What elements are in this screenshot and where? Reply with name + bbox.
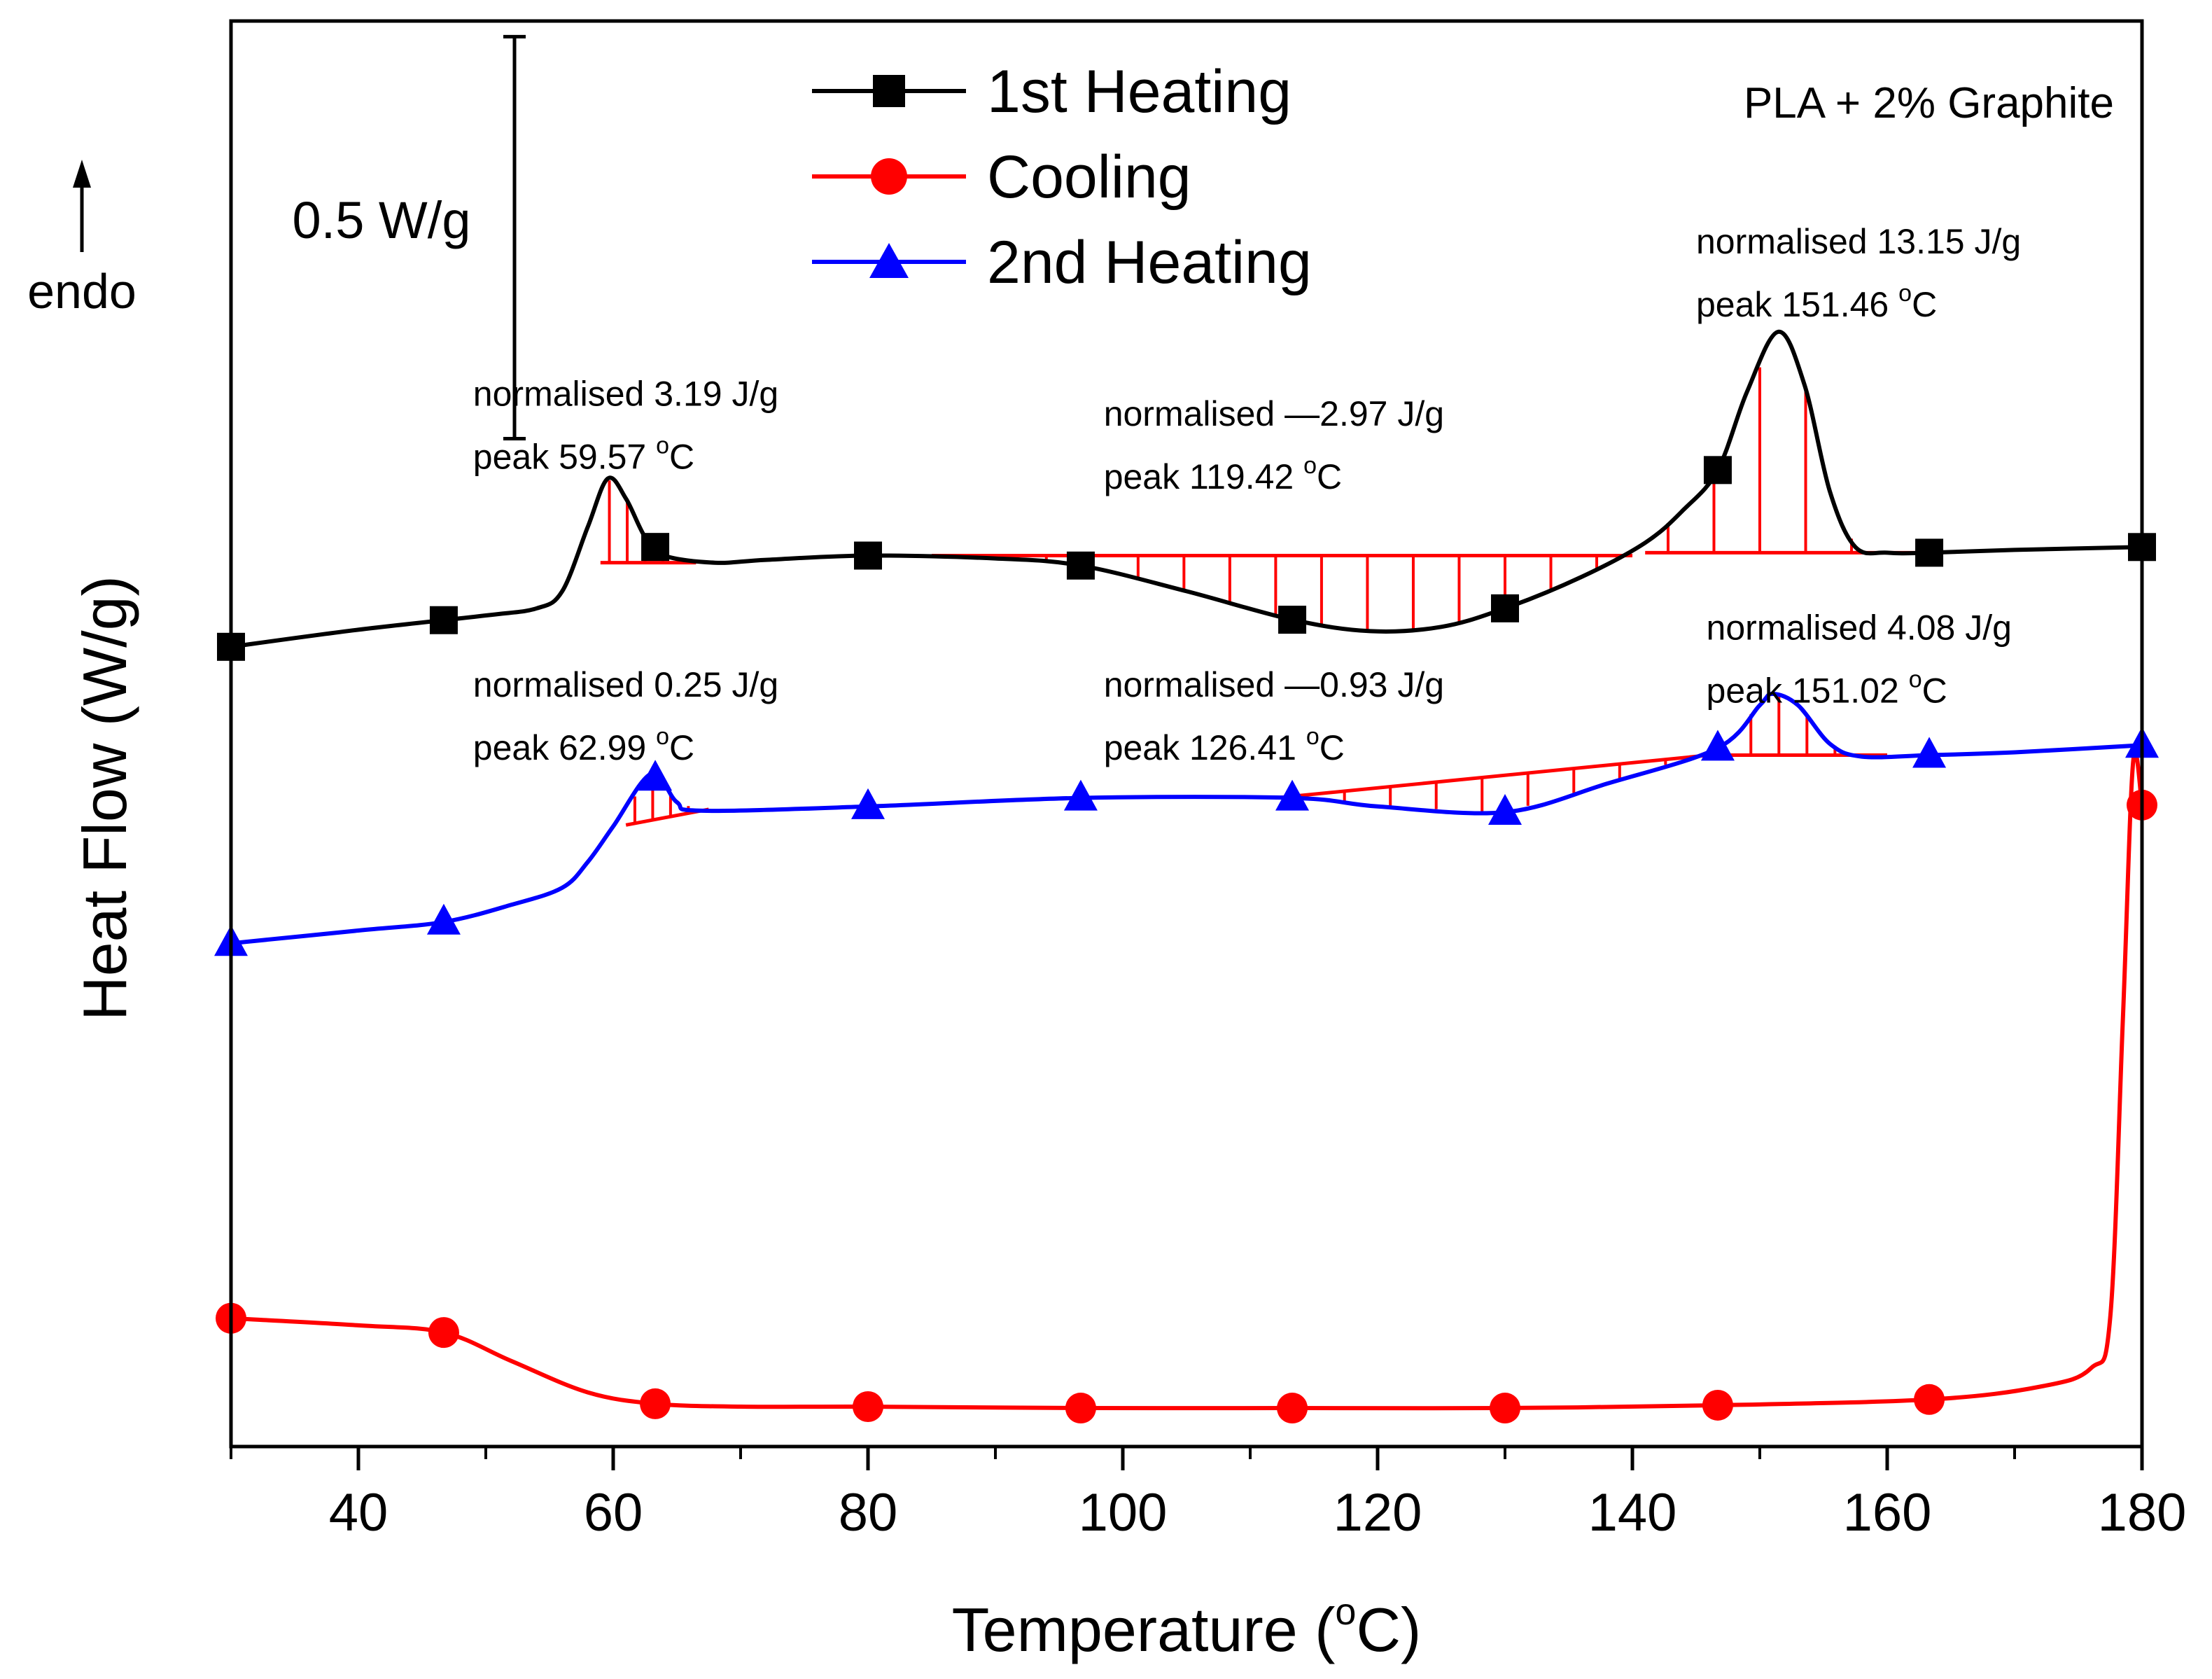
- annotation-peak: peak 151.02 oC: [1707, 667, 1947, 711]
- integration-baseline: [1275, 753, 1709, 800]
- circle-marker: [1277, 1393, 1308, 1424]
- circle-marker: [1914, 1384, 1945, 1415]
- square-marker: [1703, 456, 1732, 485]
- legend-square-marker-icon: [873, 75, 905, 107]
- x-tick-label: 40: [329, 1483, 388, 1542]
- square-marker: [1278, 606, 1307, 634]
- x-tick-label: 120: [1334, 1483, 1422, 1542]
- legend-label-2nd-heating: 2nd Heating: [987, 229, 1312, 296]
- endo-arrowhead-icon: [73, 160, 91, 188]
- peak-annotation-2: normalised —2.97 J/g peak 119.42 oC: [1104, 394, 1444, 496]
- scale-bar: 0.5 W/g: [293, 34, 526, 441]
- triangle-marker: [1912, 737, 1947, 768]
- annotation-unit: C: [669, 728, 694, 767]
- annotation-normalised: normalised —0.93 J/g: [1104, 665, 1444, 704]
- annotation-unit: C: [1320, 728, 1345, 767]
- annotation-peak-value: peak 119.42: [1104, 457, 1303, 496]
- endo-indicator: endo: [27, 160, 136, 319]
- annotation-degree-sup: o: [656, 723, 669, 750]
- x-tick-label: 140: [1588, 1483, 1677, 1542]
- annotation-peak: peak 62.99 oC: [473, 723, 694, 767]
- plot-frame: [229, 19, 2144, 1449]
- x-tick-label: 80: [839, 1483, 898, 1542]
- square-marker: [429, 606, 458, 634]
- legend-circle-marker-icon: [871, 158, 907, 195]
- series-line-cooling: [230, 750, 2144, 1411]
- triangle-marker: [1700, 730, 1735, 761]
- triangle-marker: [638, 760, 673, 791]
- circle-marker: [1490, 1393, 1520, 1424]
- x-tick-label: 100: [1079, 1483, 1168, 1542]
- annotation-degree-sup: o: [1909, 667, 1922, 693]
- legend-label-1st-heating: 1st Heating: [987, 58, 1292, 125]
- annotation-normalised: normalised 4.08 J/g: [1707, 608, 2012, 648]
- series-line-2nd-heating: [230, 692, 2143, 946]
- peak-annotation-1: normalised 3.19 J/g peak 59.57 oC: [473, 375, 778, 477]
- peak-annotation-5: normalised —0.93 J/g peak 126.41 oC: [1104, 665, 1444, 767]
- peak-annotation-4: normalised 0.25 J/g peak 62.99 oC: [473, 665, 778, 767]
- annotation-peak-value: peak 151.46: [1696, 285, 1898, 324]
- legend-triangle-marker-icon: [869, 243, 909, 278]
- legend-item-2nd-heating: 2nd Heating: [812, 229, 1312, 296]
- circle-marker: [1065, 1393, 1096, 1424]
- circle-marker: [428, 1317, 459, 1349]
- legend: 1st Heating Cooling 2nd Heating: [812, 58, 1312, 296]
- square-marker: [641, 533, 670, 562]
- annotation-peak: peak 126.41 oC: [1104, 723, 1345, 767]
- x-tick-label: 160: [1843, 1483, 1932, 1542]
- triangle-marker: [1275, 779, 1310, 811]
- x-axis: 40 60 80 100 120 140 160 180: [230, 1447, 2187, 1542]
- triangle-marker: [1488, 793, 1522, 825]
- x-axis-title: Temperature (oC): [952, 1591, 1422, 1664]
- annotation-normalised: normalised 3.19 J/g: [473, 375, 778, 414]
- annotation-peak: peak 59.57 oC: [473, 433, 694, 477]
- circle-marker: [1702, 1389, 1733, 1421]
- annotation-degree-sup: o: [1303, 452, 1317, 479]
- annotation-peak: peak 151.46 oC: [1696, 280, 1937, 324]
- endo-label: endo: [27, 264, 136, 319]
- triangle-marker: [426, 903, 461, 935]
- annotation-unit: C: [669, 438, 694, 477]
- circle-marker: [640, 1388, 671, 1419]
- annotation-unit: C: [1317, 457, 1342, 496]
- triangle-marker: [851, 788, 885, 819]
- annotation-unit: C: [1912, 285, 1937, 324]
- square-marker: [1066, 551, 1095, 580]
- annotation-normalised: normalised —2.97 J/g: [1104, 394, 1444, 433]
- annotation-normalised: normalised 0.25 J/g: [473, 665, 778, 704]
- triangle-marker: [1063, 779, 1098, 811]
- annotation-degree-sup: o: [656, 433, 669, 459]
- legend-label-cooling: Cooling: [987, 144, 1191, 211]
- annotation-degree-sup: o: [1306, 723, 1320, 750]
- x-tick-label: 180: [2098, 1483, 2187, 1542]
- legend-item-1st-heating: 1st Heating: [812, 58, 1292, 125]
- scale-bar-label: 0.5 W/g: [293, 191, 471, 249]
- legend-item-cooling: Cooling: [812, 144, 1191, 211]
- annotation-normalised: normalised 13.15 J/g: [1696, 222, 2021, 261]
- x-tick-label: 60: [584, 1483, 643, 1542]
- annotation-peak-value: peak 62.99: [473, 728, 656, 767]
- annotation-peak-value: peak 151.02: [1707, 671, 1909, 711]
- circle-marker: [853, 1391, 883, 1422]
- y-axis-title: Heat Flow (W/g): [70, 576, 139, 1021]
- square-marker: [1915, 538, 1944, 567]
- peak-annotation-3: normalised 13.15 J/g peak 151.46 oC: [1696, 222, 2021, 324]
- square-marker: [1491, 594, 1519, 622]
- annotation-peak: peak 119.42 oC: [1104, 452, 1342, 496]
- annotation-peak-value: peak 59.57: [473, 438, 656, 477]
- square-marker: [854, 541, 882, 570]
- peak-annotation-6: normalised 4.08 J/g peak 151.02 oC: [1707, 608, 2012, 711]
- annotation-unit: C: [1922, 671, 1947, 711]
- sample-note: PLA + 2% Graphite: [1744, 79, 2114, 127]
- marker-layer: [214, 456, 2159, 1424]
- annotation-peak-value: peak 126.41: [1104, 728, 1306, 767]
- annotation-degree-sup: o: [1898, 280, 1912, 307]
